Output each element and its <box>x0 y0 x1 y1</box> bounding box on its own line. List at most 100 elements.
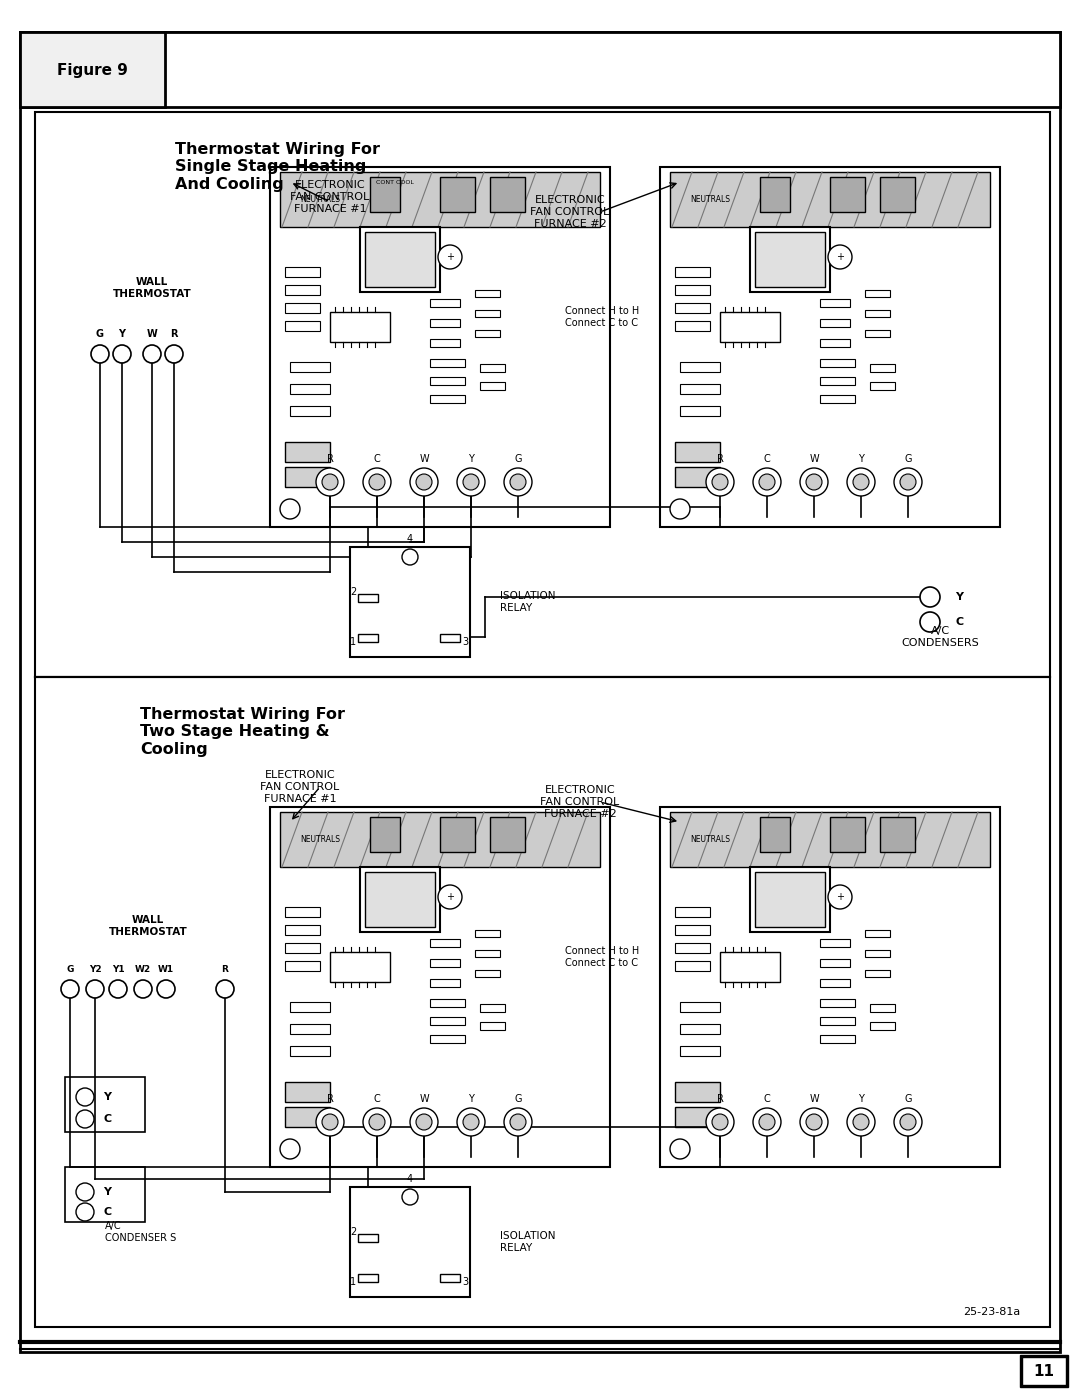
Text: 1: 1 <box>350 637 356 647</box>
Circle shape <box>800 1108 828 1136</box>
Text: WALL
THERMOSTAT: WALL THERMOSTAT <box>112 278 191 299</box>
Circle shape <box>134 981 152 997</box>
Text: A/C
CONDENSER S: A/C CONDENSER S <box>105 1221 176 1243</box>
Circle shape <box>438 244 462 270</box>
Circle shape <box>410 1108 438 1136</box>
Bar <box>440 817 475 852</box>
Text: Y: Y <box>955 592 963 602</box>
Bar <box>820 958 850 967</box>
Bar <box>430 339 460 346</box>
Bar <box>865 930 890 937</box>
Circle shape <box>828 244 852 270</box>
Bar <box>370 817 400 852</box>
Text: R: R <box>326 454 334 464</box>
Circle shape <box>416 474 432 490</box>
Text: G: G <box>96 330 104 339</box>
Circle shape <box>900 1113 916 1130</box>
Bar <box>870 365 895 372</box>
Circle shape <box>76 1111 94 1127</box>
Text: W: W <box>809 1094 819 1104</box>
Bar <box>430 1035 465 1044</box>
Circle shape <box>457 468 485 496</box>
Bar <box>675 943 710 953</box>
Bar <box>675 961 710 971</box>
Bar <box>430 359 465 367</box>
Bar <box>760 177 789 212</box>
Bar <box>21 32 1059 108</box>
Circle shape <box>853 1113 869 1130</box>
Bar <box>820 395 855 402</box>
Circle shape <box>894 468 922 496</box>
Text: CONT COOL: CONT COOL <box>376 179 414 184</box>
Bar <box>475 950 500 957</box>
Bar <box>680 1024 720 1034</box>
Text: W: W <box>419 1094 429 1104</box>
Bar <box>291 1046 330 1056</box>
Bar <box>285 1083 330 1102</box>
Bar <box>675 1083 720 1102</box>
Bar <box>357 594 378 602</box>
Circle shape <box>510 1113 526 1130</box>
Circle shape <box>316 468 345 496</box>
Bar <box>21 32 165 108</box>
Bar <box>285 907 320 916</box>
Text: R: R <box>221 964 229 974</box>
Bar <box>675 321 710 331</box>
Bar <box>675 467 720 488</box>
Text: +: + <box>836 251 843 263</box>
Bar <box>285 467 330 488</box>
Circle shape <box>706 468 734 496</box>
Circle shape <box>322 1113 338 1130</box>
Bar <box>720 951 780 982</box>
Circle shape <box>847 468 875 496</box>
Bar <box>680 1002 720 1011</box>
Bar <box>430 299 460 307</box>
Bar <box>480 1023 505 1030</box>
Bar <box>480 365 505 372</box>
Bar <box>820 979 850 988</box>
Text: 11: 11 <box>1034 1363 1054 1379</box>
Text: 3: 3 <box>462 637 468 647</box>
Bar <box>475 310 500 317</box>
Circle shape <box>920 587 940 608</box>
Bar <box>720 312 780 342</box>
Circle shape <box>900 474 916 490</box>
Circle shape <box>143 345 161 363</box>
Text: G: G <box>904 1094 912 1104</box>
Text: Y: Y <box>468 1094 474 1104</box>
Circle shape <box>369 474 384 490</box>
Bar <box>270 807 610 1166</box>
Bar <box>370 177 400 212</box>
Bar <box>285 1106 330 1127</box>
Bar <box>430 939 460 947</box>
Text: C: C <box>955 617 963 627</box>
Bar <box>680 407 720 416</box>
Circle shape <box>363 1108 391 1136</box>
FancyBboxPatch shape <box>50 947 245 1042</box>
Text: ISOLATION
RELAY: ISOLATION RELAY <box>500 1231 555 1253</box>
Circle shape <box>165 345 183 363</box>
Circle shape <box>712 474 728 490</box>
Bar <box>750 868 831 932</box>
Bar <box>285 321 320 331</box>
Circle shape <box>759 1113 775 1130</box>
Circle shape <box>894 1108 922 1136</box>
Circle shape <box>76 1088 94 1106</box>
Text: 2: 2 <box>350 587 356 597</box>
Text: NEUTRALS: NEUTRALS <box>690 194 730 204</box>
Circle shape <box>369 1113 384 1130</box>
Bar <box>675 441 720 462</box>
Bar <box>675 303 710 313</box>
Bar <box>357 1274 378 1282</box>
Circle shape <box>853 474 869 490</box>
Bar <box>755 232 825 286</box>
Circle shape <box>670 1139 690 1160</box>
Bar <box>475 291 500 298</box>
Circle shape <box>416 1113 432 1130</box>
Bar <box>285 441 330 462</box>
Bar <box>285 267 320 277</box>
Circle shape <box>706 1108 734 1136</box>
Circle shape <box>76 1183 94 1201</box>
Bar <box>680 362 720 372</box>
Bar <box>35 678 1050 1327</box>
